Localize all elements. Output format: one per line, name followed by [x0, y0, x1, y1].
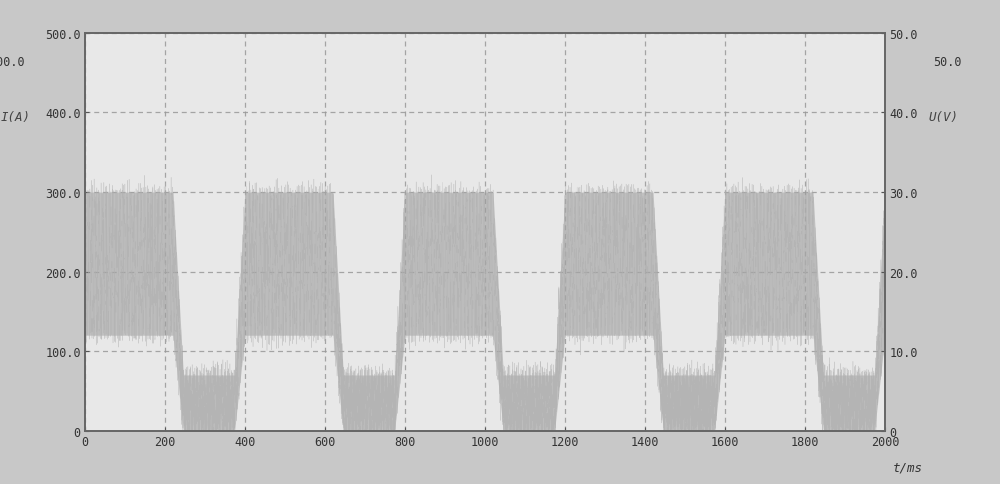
Text: t/ms: t/ms	[893, 460, 923, 473]
Text: 500.0: 500.0	[0, 56, 25, 69]
Text: 50.0: 50.0	[933, 56, 962, 69]
Text: I(A): I(A)	[1, 111, 31, 124]
Text: U(V): U(V)	[929, 111, 959, 124]
